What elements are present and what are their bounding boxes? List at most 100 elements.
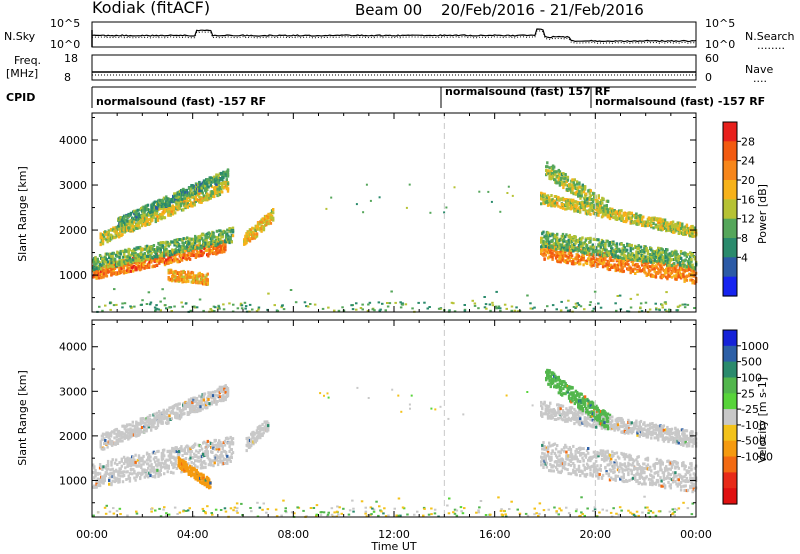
scatter-cell	[572, 181, 575, 185]
scatter-cell	[578, 182, 581, 186]
scatter-cell	[96, 484, 99, 487]
scatter-cell	[160, 205, 163, 208]
scatter-cell	[132, 455, 135, 459]
scatter-cell	[325, 207, 328, 210]
scatter-cell	[152, 203, 155, 207]
scatter-cell	[101, 468, 104, 471]
scatter-cell	[189, 246, 192, 250]
scatter-cell	[658, 248, 661, 252]
nsky-right-tick-bottom: 10^0	[705, 38, 735, 51]
scatter-cell	[574, 241, 577, 245]
scatter-cell	[655, 259, 659, 263]
scatter-cell	[136, 473, 140, 477]
scatter-cell	[118, 263, 121, 267]
scatter-cell	[640, 250, 644, 254]
scatter-cell	[670, 271, 674, 275]
scatter-cell	[659, 270, 662, 274]
scatter-cell	[604, 245, 607, 249]
ground-cell	[439, 307, 442, 310]
scatter-cell	[634, 267, 637, 271]
scatter-cell	[580, 238, 583, 242]
scatter-cell	[192, 195, 195, 199]
scatter-cell	[132, 460, 135, 464]
scatter-cell	[110, 481, 113, 485]
scatter-cell	[168, 203, 171, 207]
scatter-cell	[631, 263, 635, 267]
scatter-cell	[580, 258, 583, 262]
scatter-cell	[549, 250, 552, 254]
scatter-cell	[548, 203, 551, 207]
scatter-cell	[143, 213, 146, 217]
scatter-cell	[627, 256, 630, 260]
scatter-cell	[97, 267, 101, 271]
scatter-cell	[148, 221, 152, 225]
ground-cell	[661, 304, 664, 307]
ground-cell	[313, 303, 317, 306]
scatter-cell	[117, 235, 121, 239]
ground-cell	[629, 297, 633, 300]
scatter-cell	[577, 254, 581, 258]
scatter-cell	[566, 257, 569, 261]
scatter-cell	[174, 279, 177, 283]
ground-cell	[133, 305, 136, 308]
scatter-cell	[556, 236, 559, 240]
scatter-cell	[194, 191, 198, 195]
scatter-cell	[581, 236, 584, 240]
ground-cell	[281, 304, 284, 307]
nsky-left-tick-bottom: 10^0	[50, 38, 80, 51]
ground-cell	[378, 309, 381, 312]
scatter-cell	[622, 220, 625, 223]
scatter-cell	[150, 251, 153, 255]
ground-cell	[388, 302, 392, 305]
scatter-cell	[559, 178, 563, 182]
ground-cell	[411, 307, 414, 310]
scatter-cell	[588, 249, 591, 252]
scatter-cell	[499, 210, 502, 213]
scatter-cell	[165, 243, 168, 247]
scatter-cell	[142, 462, 145, 466]
scatter-cell	[122, 470, 126, 474]
scatter-cell	[601, 206, 604, 210]
scatter-cell	[106, 464, 110, 468]
scatter-cell	[136, 263, 139, 267]
scatter-cell	[570, 235, 574, 239]
ground-cell	[251, 308, 254, 311]
scatter-cell	[166, 450, 169, 454]
ground-cell	[664, 301, 667, 304]
scatter-cell	[553, 199, 557, 203]
scatter-cell	[558, 183, 562, 187]
ground-cell	[355, 302, 358, 305]
scatter-cell	[566, 245, 569, 249]
scatter-cell	[182, 189, 185, 193]
cpid-segment-1: normalsound (fast) -157 RF	[96, 95, 266, 108]
scatter-cell	[202, 179, 206, 183]
scatter-cell	[621, 217, 624, 221]
scatter-cell	[584, 251, 588, 255]
scatter-cell	[171, 277, 174, 281]
scatter-cell	[113, 461, 117, 465]
scatter-cell	[691, 263, 694, 267]
scatter-cell	[637, 265, 640, 269]
scatter-cell	[161, 211, 164, 215]
scatter-cell	[143, 207, 146, 210]
scatter-cell	[200, 246, 204, 250]
scatter-cell	[133, 224, 137, 228]
scatter-cell	[218, 185, 222, 189]
scatter-cell	[224, 236, 228, 240]
scatter-cell	[566, 248, 569, 252]
scatter-cell	[429, 211, 432, 214]
scatter-cell	[557, 253, 560, 257]
scatter-cell	[631, 269, 635, 273]
scatter-cell	[226, 168, 230, 172]
scatter-cell	[169, 460, 173, 464]
scatter-cell	[183, 196, 186, 200]
scatter-cell	[113, 265, 117, 268]
scatter-cell	[174, 198, 177, 202]
scatter-cell	[626, 218, 629, 222]
scatter-cell	[670, 254, 674, 257]
ground-cell	[448, 309, 451, 312]
scatter-cell	[142, 468, 145, 472]
scatter-cell	[651, 249, 654, 253]
ground-cell	[494, 305, 498, 308]
scatter-cell	[624, 262, 628, 266]
